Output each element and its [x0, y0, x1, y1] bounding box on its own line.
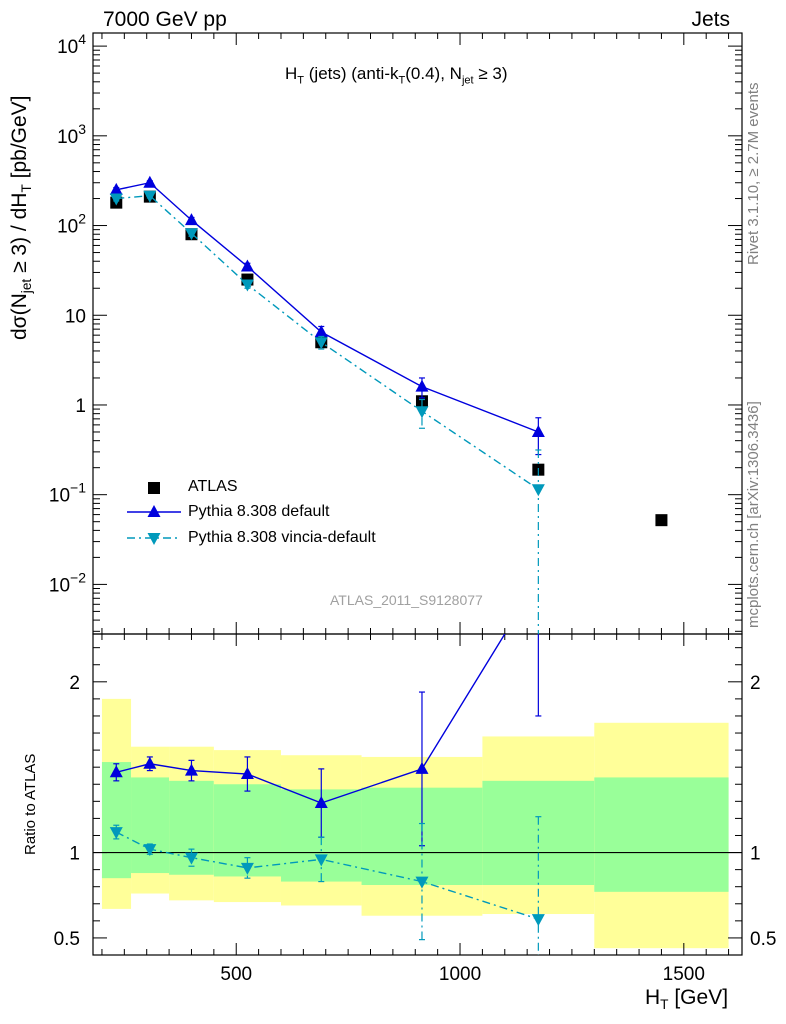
energy-label: 7000 GeV pp — [103, 8, 227, 31]
y-tick-label-ratio-right: 2 — [750, 673, 761, 694]
vincia-point-ratio-5 — [415, 876, 429, 889]
y-tick-label-main: 10 — [65, 306, 86, 327]
vincia-point-main-1 — [143, 190, 157, 203]
y-axis-label-main: dσ(Njet ≥ 3) / dHT [pb/GeV] — [8, 95, 35, 340]
inner-band-bin-6 — [482, 780, 595, 885]
vincia-point-main-6 — [531, 484, 545, 497]
legend-label-vincia: Pythia 8.308 vincia-default — [188, 529, 376, 546]
ratio-uncertainty-bands — [101, 698, 729, 949]
y-axis-label-ratio: Ratio to ATLAS — [22, 753, 39, 855]
default-point-main-4 — [314, 325, 328, 338]
vincia-point-ratio-6 — [531, 914, 545, 927]
atlas-data-point-7 — [655, 514, 668, 527]
analysis-id: ATLAS_2011_S9128077 — [330, 592, 483, 608]
y-tick-label-ratio-left: 1 — [69, 844, 80, 865]
default-point-ratio-0 — [109, 765, 123, 778]
legend-mark-atlas — [148, 482, 160, 494]
x-tick-label: 500 — [220, 964, 252, 985]
y-tick-label-main: 104 — [57, 31, 86, 58]
default-point-main-0 — [109, 182, 123, 195]
jets-label: Jets — [691, 8, 730, 31]
y-tick-label-ratio-left: 2 — [69, 673, 80, 694]
default-point-ratio-1 — [143, 756, 157, 769]
legend-marks — [127, 482, 181, 545]
default-line-main — [116, 181, 539, 433]
y-tick-label-main: 1 — [75, 396, 86, 417]
vincia-point-ratio-4 — [314, 854, 328, 867]
vincia-point-ratio-3 — [240, 862, 254, 875]
legend-mark-vincia — [147, 533, 161, 545]
mcplots-label: mcplots.cern.ch [arXiv:1306.3436] — [745, 401, 762, 628]
ratio-frame: 500 1000 1500 0.5 0.5 1 1 2 2 — [54, 633, 776, 985]
x-tick-label: 1500 — [663, 964, 705, 985]
ratio-series-layer — [109, 634, 545, 955]
vincia-point-main-5 — [415, 406, 429, 419]
inner-band-bin-7 — [594, 777, 729, 892]
default-point-ratio-5 — [415, 761, 429, 774]
vincia-point-main-3 — [240, 279, 254, 292]
y-tick-label-main: 10−1 — [49, 480, 86, 507]
default-point-main-2 — [184, 213, 198, 226]
vincia-point-main-2 — [184, 228, 198, 241]
x-tick-label: 1000 — [439, 964, 481, 985]
main-frame: 10−2 10−1 1 10 102 103 104 — [49, 31, 743, 955]
y-tick-label-ratio-left: 0.5 — [54, 929, 80, 950]
vincia-point-ratio-0 — [109, 827, 123, 840]
default-point-main-1 — [143, 175, 157, 188]
main-series-layer — [109, 175, 668, 634]
vincia-point-main-0 — [109, 193, 123, 206]
inner-band-bin-1 — [131, 777, 170, 874]
legend-mark-default — [147, 505, 161, 517]
legend-label-default: Pythia 8.308 default — [188, 503, 330, 520]
default-point-main-6 — [531, 424, 545, 437]
vincia-line-main — [116, 194, 539, 490]
y-tick-label-main: 10−2 — [49, 569, 86, 596]
x-axis-label: HT [GeV] — [645, 986, 729, 1013]
y-tick-label-main: 102 — [57, 211, 86, 238]
y-tick-label-ratio-right: 0.5 — [750, 929, 776, 950]
y-tick-label-main: 103 — [57, 121, 86, 148]
legend-label-atlas: ATLAS — [188, 478, 238, 495]
vincia-point-ratio-2 — [184, 852, 198, 865]
vincia-point-main-4 — [314, 337, 328, 350]
y-tick-label-ratio-right: 1 — [750, 844, 761, 865]
default-point-main-3 — [240, 259, 254, 272]
default-point-ratio-2 — [184, 763, 198, 776]
default-point-ratio-3 — [240, 767, 254, 780]
plot-title: HT (jets) (anti-kT(0.4), Njet ≥ 3) — [285, 64, 508, 87]
rivet-label: Rivet 3.1.10, ≥ 2.7M events — [745, 82, 762, 266]
default-point-ratio-4 — [314, 796, 328, 809]
default-point-main-5 — [415, 379, 429, 392]
main-frame-box — [92, 32, 743, 635]
vincia-point-ratio-1 — [143, 844, 157, 857]
